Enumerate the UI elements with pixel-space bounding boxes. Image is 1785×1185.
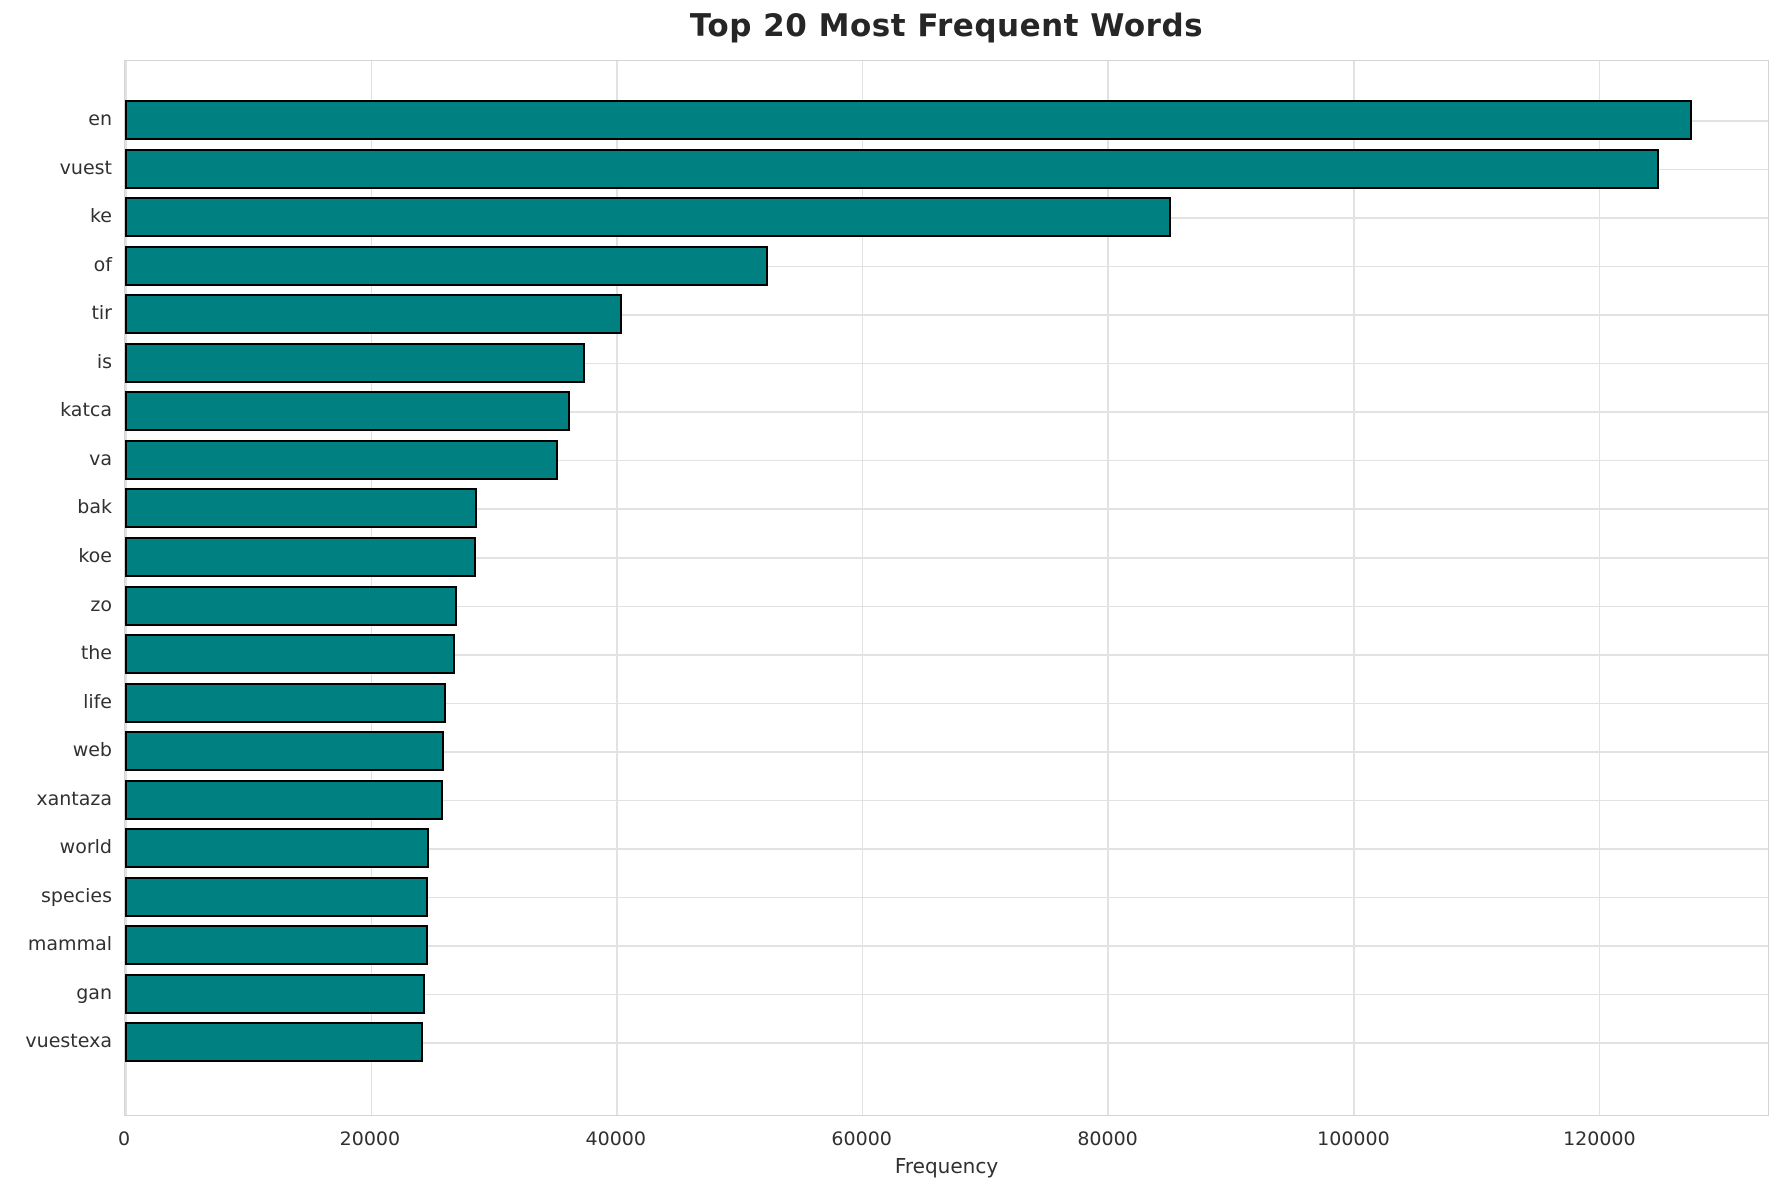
bar-gan xyxy=(125,973,425,1014)
gridline-y xyxy=(125,605,1768,608)
bar-vuestexa xyxy=(125,1022,423,1063)
gridline-y xyxy=(125,1042,1768,1045)
bar-web xyxy=(125,731,444,772)
y-tick-label: mammal xyxy=(27,933,112,956)
bar-life xyxy=(125,682,447,723)
gridline-x xyxy=(861,61,864,1115)
gridline-y xyxy=(125,702,1768,705)
bar-zo xyxy=(125,585,457,626)
bar-the xyxy=(125,634,455,675)
y-tick-label: koe xyxy=(78,544,112,567)
gridline-y xyxy=(125,848,1768,850)
y-tick-label: of xyxy=(93,253,112,276)
x-tick-label: 40000 xyxy=(585,1128,646,1150)
y-tick-label: tir xyxy=(91,302,112,325)
gridline-y xyxy=(125,411,1768,413)
bar-vuest xyxy=(125,148,1659,189)
gridline-y xyxy=(125,556,1768,559)
y-tick-label: is xyxy=(96,350,112,373)
gridline-y xyxy=(125,945,1768,947)
gridline-y xyxy=(125,362,1768,365)
y-tick-label: bak xyxy=(77,496,112,519)
bar-xantaza xyxy=(125,779,444,820)
gridline-y xyxy=(125,896,1768,899)
y-tick-label: katca xyxy=(60,399,112,422)
gridline-y xyxy=(125,799,1768,802)
bar-species xyxy=(125,876,429,917)
bar-tir xyxy=(125,294,623,335)
y-tick-label: xantaza xyxy=(36,787,112,810)
y-tick-label: the xyxy=(80,642,112,665)
chart-title: Top 20 Most Frequent Words xyxy=(689,8,1204,44)
gridline-y xyxy=(125,751,1768,753)
gridline-x xyxy=(1107,61,1109,1115)
bar-mammal xyxy=(125,925,428,966)
y-tick-label: world xyxy=(59,836,112,859)
y-tick-label: vuestexa xyxy=(25,1030,112,1053)
bar-katca xyxy=(125,391,570,432)
y-tick-label: species xyxy=(41,884,112,907)
x-tick-label: 120000 xyxy=(1563,1128,1636,1150)
x-tick-label: 100000 xyxy=(1317,1128,1390,1150)
bar-world xyxy=(125,828,429,869)
gridline-y xyxy=(125,314,1768,316)
bar-va xyxy=(125,439,559,480)
bar-of xyxy=(125,245,769,286)
y-tick-label: en xyxy=(88,108,112,130)
gridline-x xyxy=(1598,61,1601,1115)
bar-bak xyxy=(125,488,478,529)
gridline-x xyxy=(616,61,618,1115)
gridline-y xyxy=(125,265,1768,268)
bar-is xyxy=(125,342,586,383)
bar-ke xyxy=(125,197,1172,238)
bar-koe xyxy=(125,536,476,577)
y-tick-label: vuest xyxy=(59,156,112,179)
y-tick-label: va xyxy=(89,447,112,470)
gridline-y xyxy=(125,459,1768,462)
gridline-y xyxy=(125,993,1768,996)
y-tick-label: web xyxy=(72,739,112,762)
bar-en xyxy=(125,100,1692,140)
y-tick-label: zo xyxy=(90,593,112,616)
x-tick-label: 0 xyxy=(117,1128,131,1150)
plot-area xyxy=(124,60,1769,1116)
y-tick-label: gan xyxy=(76,981,112,1004)
x-tick-label: 60000 xyxy=(831,1128,892,1150)
x-tick-label: 20000 xyxy=(339,1128,401,1150)
gridline-y xyxy=(125,654,1768,656)
x-axis-label: Frequency xyxy=(894,1154,999,1178)
x-tick-label: 80000 xyxy=(1077,1128,1138,1150)
y-tick-label: life xyxy=(83,690,112,713)
gridline-y xyxy=(125,508,1768,510)
y-tick-label: ke xyxy=(89,205,112,228)
gridline-x xyxy=(1352,61,1355,1115)
